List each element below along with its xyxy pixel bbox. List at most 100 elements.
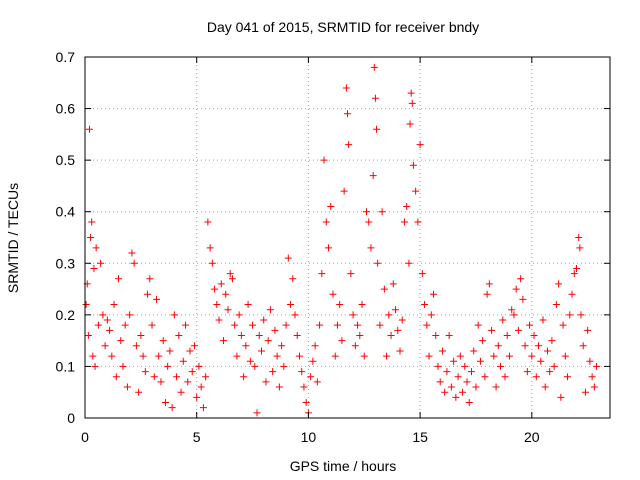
data-point [168,404,176,412]
data-point [438,347,446,355]
data-point [291,311,299,319]
data-point [383,352,391,360]
data-point [161,399,169,407]
data-point [249,321,257,329]
data-point [195,362,203,370]
data-point [132,342,140,350]
data-point [313,378,321,386]
data-point [213,301,221,309]
data-point [327,203,335,211]
data-point [204,218,212,226]
data-point [409,161,417,169]
data-point [408,99,416,107]
data-point [246,357,254,365]
data-point [371,94,379,102]
data-point [521,342,529,350]
data-point [182,321,190,329]
data-point [414,218,422,226]
data-point [244,301,252,309]
data-point [452,393,460,401]
data-point [85,125,93,133]
data-point [416,141,424,149]
data-point [197,383,205,391]
data-point [329,290,337,298]
data-point [501,373,509,381]
data-point [273,352,281,360]
data-point [309,357,317,365]
data-point [541,383,549,391]
data-point [101,342,109,350]
data-point [485,280,493,288]
data-point [358,301,366,309]
y-tick-label: 0.1 [56,358,76,374]
x-tick-label: 15 [412,429,428,445]
data-point [137,331,145,339]
data-point [164,362,172,370]
data-point [311,342,319,350]
data-point [215,316,223,324]
data-point [535,342,543,350]
data-point [593,362,601,370]
data-point [412,187,420,195]
data-point [367,244,375,252]
data-point [472,383,480,391]
data-point [331,352,339,360]
data-point [370,63,378,71]
data-point [548,337,556,345]
data-point [84,331,92,339]
data-point [508,306,516,314]
data-point [499,316,507,324]
data-point [166,347,174,355]
data-point [421,301,429,309]
data-point [467,368,475,376]
data-point [576,244,584,252]
data-point [135,388,143,396]
data-point [293,331,301,339]
axis-ticks: 0 0.1 0.2 0.3 0.4 0.5 0.6 0.7 0 5 10 15 20 [56,49,610,445]
data-point [298,368,306,376]
data-point [450,357,458,365]
data-point [333,321,341,329]
data-point [550,362,558,370]
data-point [82,301,90,309]
y-tick-label: 0.4 [56,204,76,220]
data-point [278,342,286,350]
data-point [251,362,259,370]
data-point [322,218,330,226]
data-point [461,362,469,370]
data-point [430,290,438,298]
data-point [432,331,440,339]
data-point [476,357,484,365]
data-point [117,337,125,345]
data-point [126,311,134,319]
data-point [559,321,567,329]
data-point [316,321,324,329]
data-point [532,373,540,381]
data-point [373,125,381,133]
plot-frame [84,56,611,419]
data-point [588,373,596,381]
data-points [82,63,601,417]
data-point [338,337,346,345]
y-tick-label: 0.5 [56,152,76,168]
data-point [91,362,99,370]
data-point [199,404,207,412]
data-point [240,373,248,381]
data-point [572,264,580,272]
data-point [307,373,315,381]
data-point [287,301,295,309]
data-point [340,187,348,195]
data-point [537,357,545,365]
data-point [590,383,598,391]
data-point [184,378,192,386]
data-point [517,275,525,283]
data-point [206,244,214,252]
data-point [385,311,393,319]
data-point [108,352,116,360]
x-tick-label: 20 [524,429,540,445]
data-point [557,393,565,401]
data-point [266,306,274,314]
data-point [115,275,123,283]
data-point [255,331,263,339]
data-point [235,311,243,319]
